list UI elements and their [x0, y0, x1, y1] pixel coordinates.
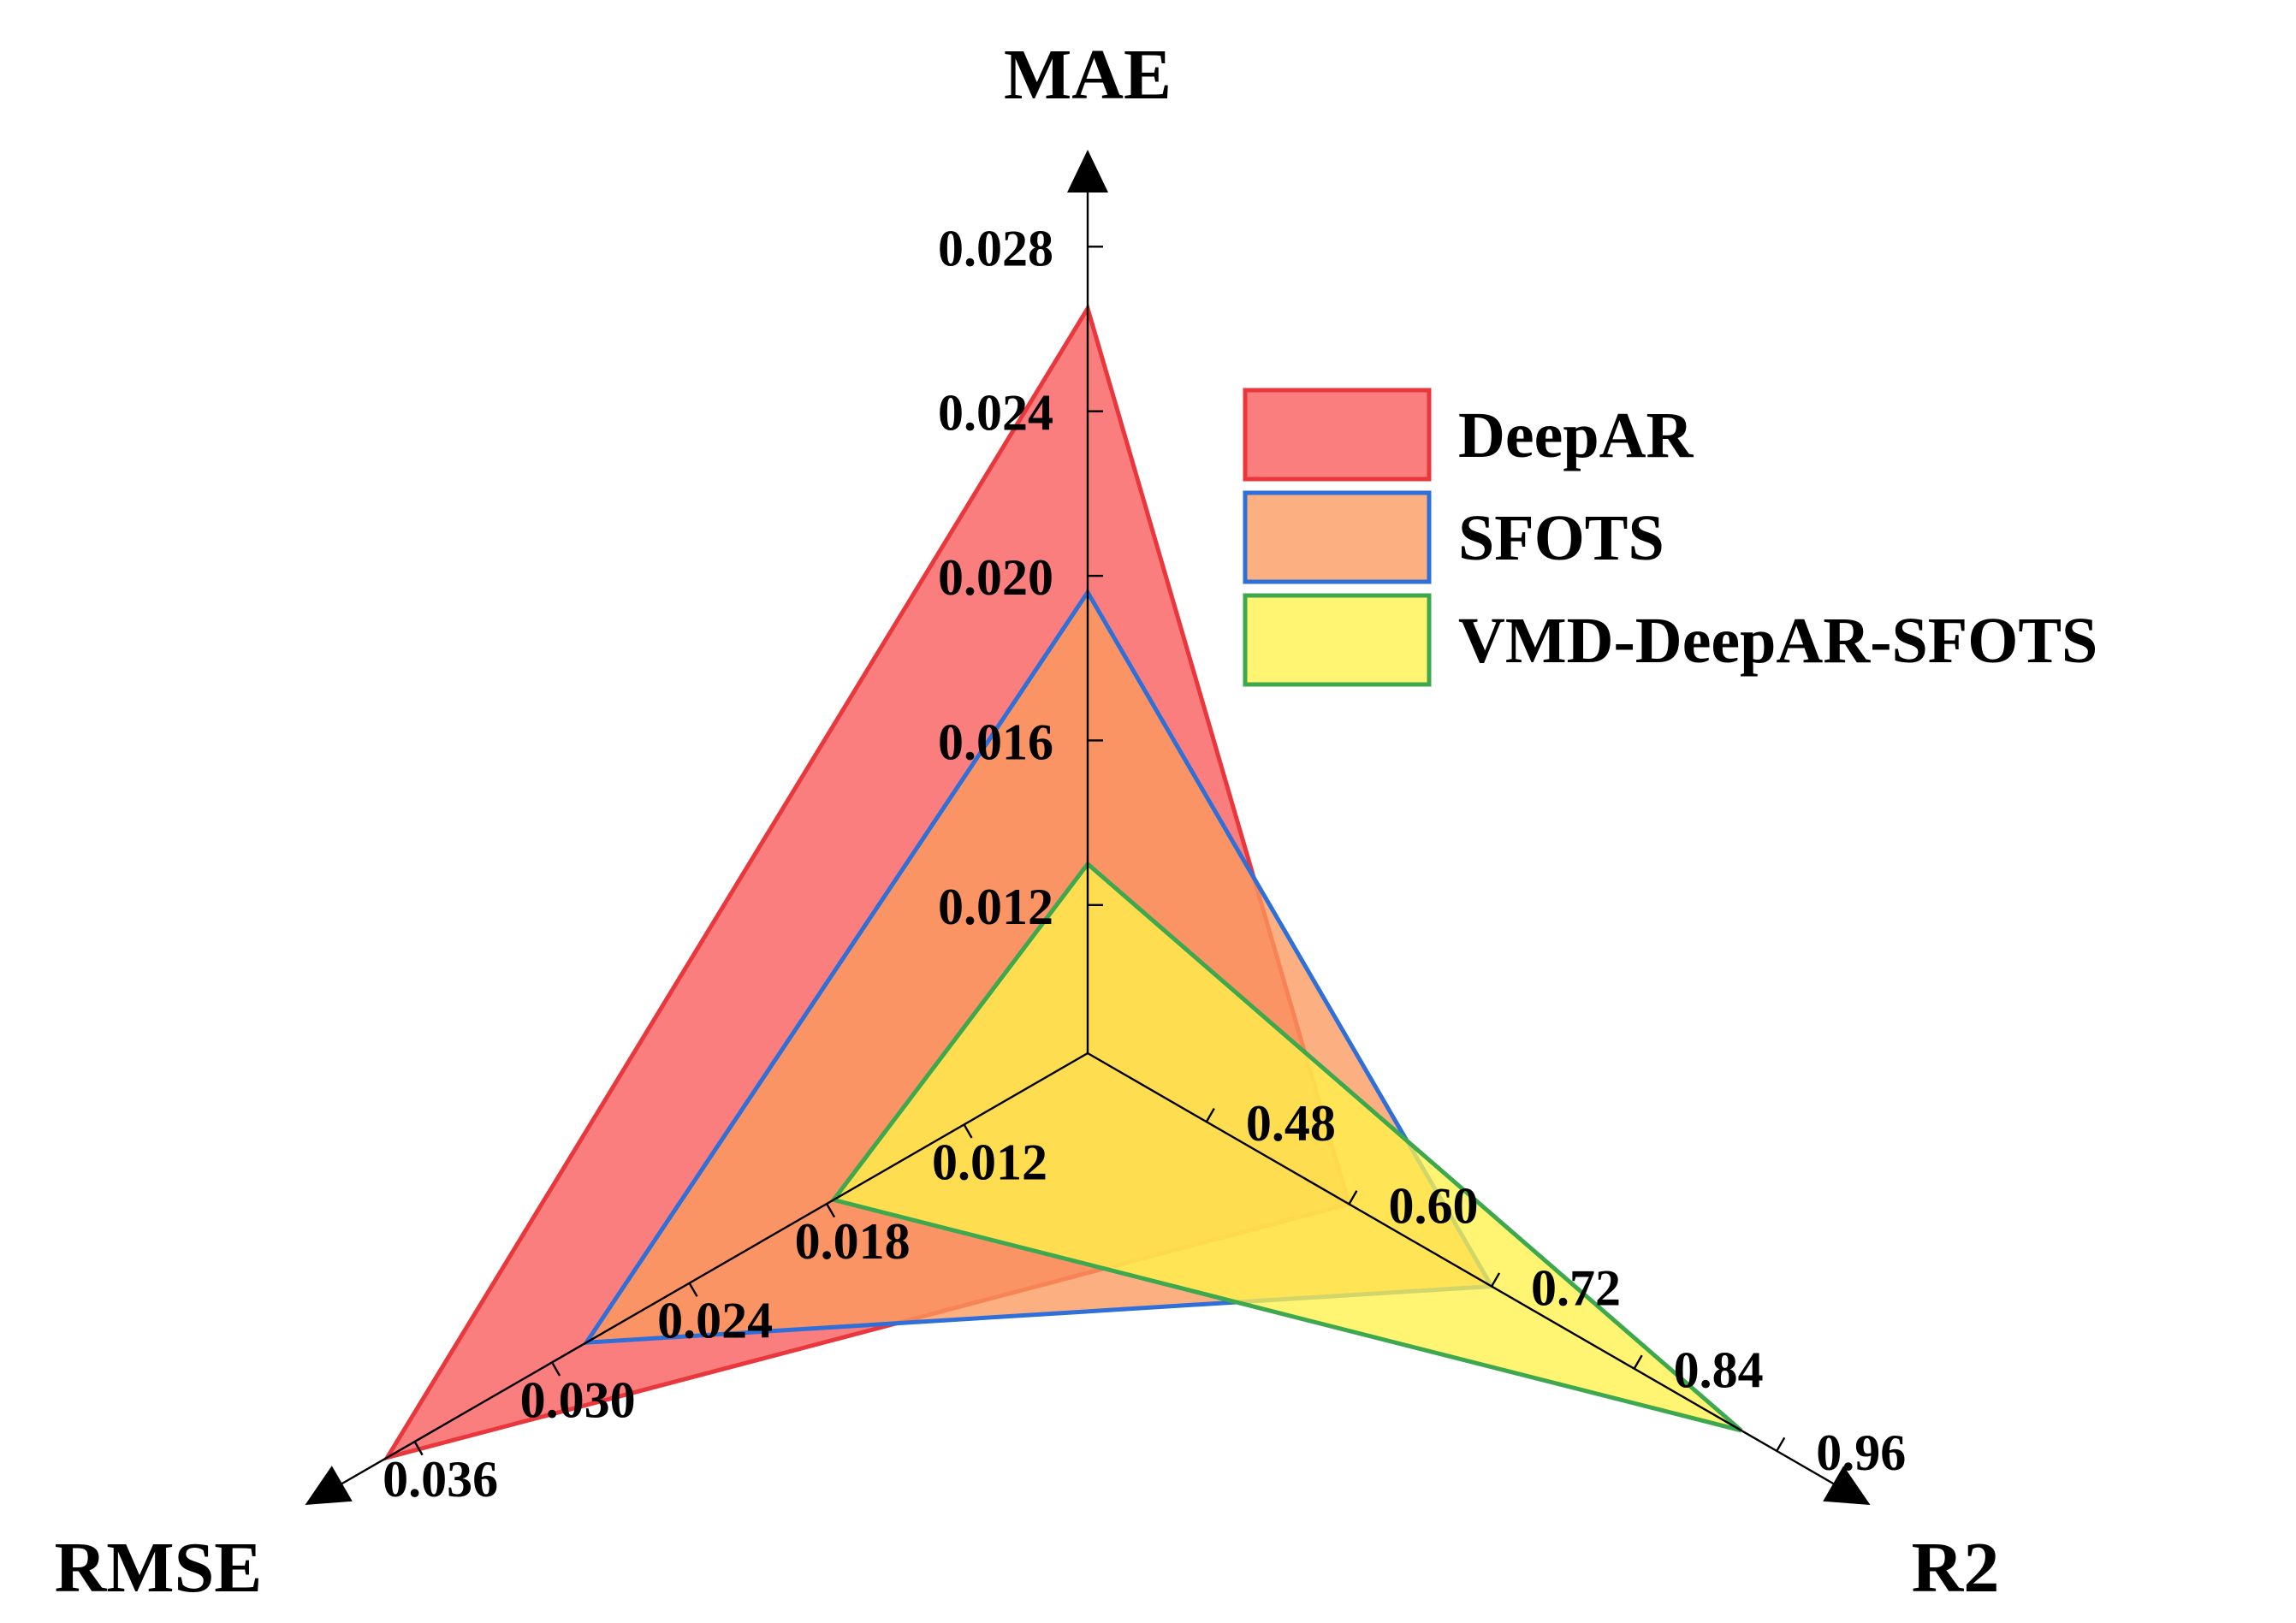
tick-mark: [1348, 1190, 1358, 1205]
tick-label: 0.96: [1816, 1425, 1906, 1481]
axis-arrow-2: [305, 1466, 353, 1505]
axis-arrow-1: [1823, 1466, 1871, 1505]
legend-label-2: VMD-DeepAR-SFOTS: [1458, 605, 2097, 677]
axis-title-rmse: RMSE: [55, 1528, 263, 1608]
axis-line-1: [1087, 1051, 1837, 1487]
tick-label: 0.024: [657, 1293, 773, 1349]
tick-label: 0.036: [383, 1451, 498, 1507]
axis-title-r2: R2: [1912, 1528, 2000, 1608]
legend: DeepAR SFOTS VMD-DeepAR-SFOTS: [1243, 388, 2097, 687]
tick-label: 0.48: [1246, 1095, 1336, 1152]
series-polygon-2: [829, 861, 1743, 1433]
tick-mark: [1205, 1107, 1215, 1122]
legend-label-0: DeepAR: [1458, 400, 1694, 471]
tick-mark: [688, 1282, 698, 1297]
legend-swatch-2: [1243, 593, 1432, 687]
tick-label: 0.72: [1531, 1260, 1621, 1317]
tick-label: 0.018: [795, 1213, 911, 1270]
tick-mark: [413, 1441, 424, 1456]
tick-label: 0.028: [938, 220, 1053, 276]
axis-line-2: [338, 1051, 1089, 1487]
tick-label: 0.60: [1388, 1177, 1478, 1234]
axis-arrow-0: [1067, 150, 1108, 193]
axis-title-mae: MAE: [1004, 35, 1172, 115]
tick-label: 0.016: [938, 714, 1053, 770]
tick-label: 0.030: [520, 1371, 636, 1428]
tick-label: 0.84: [1674, 1342, 1764, 1399]
legend-label-1: SFOTS: [1458, 502, 1664, 574]
tick-label: 0.012: [938, 879, 1053, 935]
legend-swatch-0: [1243, 388, 1432, 482]
tick-label: 0.020: [938, 549, 1053, 606]
tick-mark: [1633, 1354, 1643, 1370]
tick-mark: [963, 1123, 973, 1139]
radar-axes: 0.012 0.016 0.020 0.024 0.028 0.48 0.60 0.72 0.8…: [55, 35, 2000, 1608]
tick-mark: [551, 1361, 561, 1377]
legend-swatch-1: [1243, 490, 1432, 584]
tick-mark: [1491, 1272, 1501, 1288]
tick-label: 0.024: [938, 385, 1053, 441]
tick-mark: [826, 1203, 836, 1218]
tick-label: 0.012: [932, 1134, 1047, 1190]
tick-mark: [1776, 1436, 1786, 1452]
